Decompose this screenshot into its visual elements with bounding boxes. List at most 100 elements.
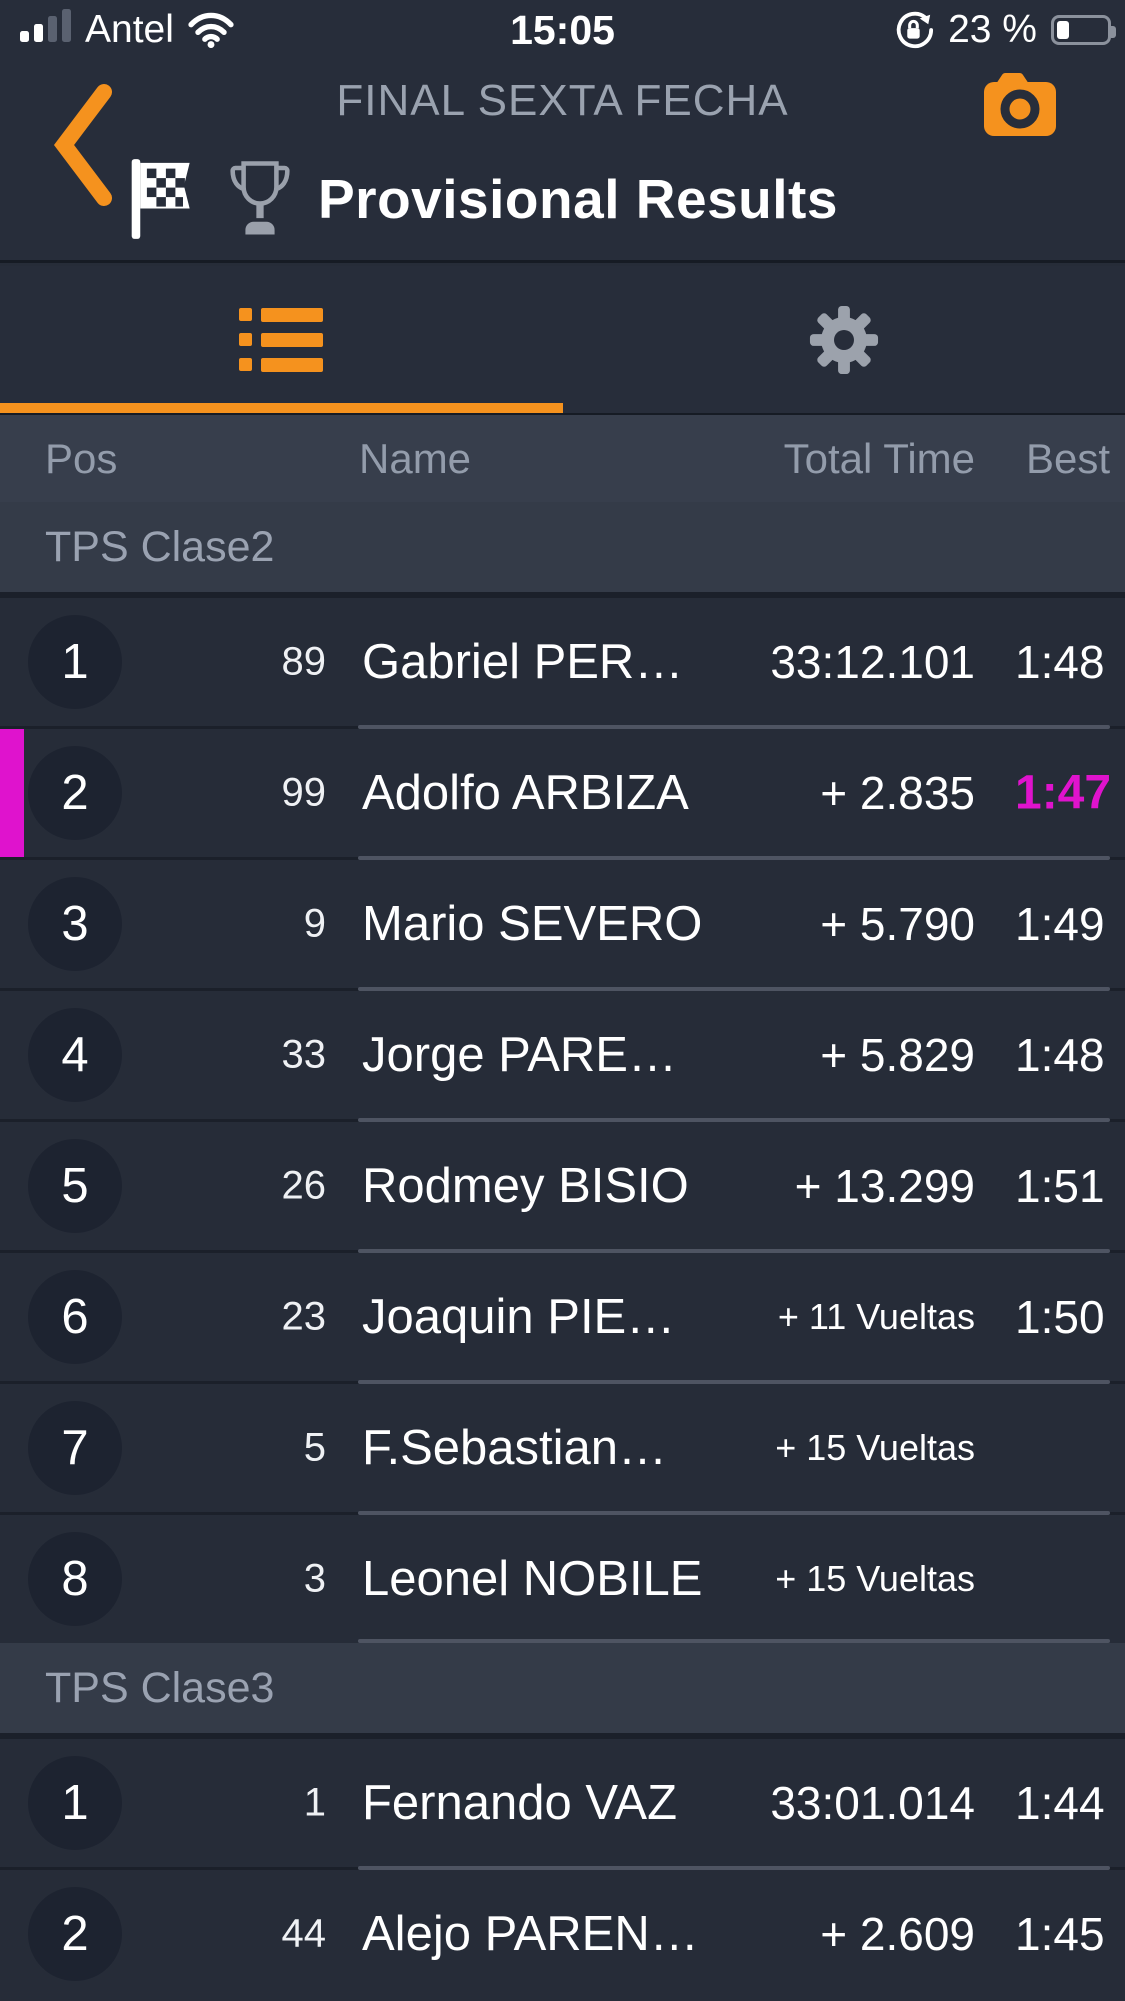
driver-name: Jorge PARE…: [362, 1028, 677, 1082]
status-bar: Antel 15:05 23 %: [0, 0, 1125, 60]
best-lap-time: 1:48: [1015, 636, 1105, 688]
clock: 15:05: [510, 6, 615, 53]
total-time: + 5.790: [820, 898, 975, 950]
position-number: 4: [61, 1028, 89, 1082]
trophy-icon: [230, 161, 290, 235]
column-header-total-time: Total Time: [783, 434, 975, 482]
total-time: + 13.299: [794, 1160, 975, 1212]
position-number: 8: [61, 1552, 89, 1606]
status-left: Antel: [20, 0, 234, 60]
total-time: 33:12.101: [770, 636, 975, 688]
table-header: Pos Name Total Time Best: [0, 415, 1125, 502]
row-divider: [358, 856, 1110, 860]
total-time: + 11 Vueltas: [777, 1296, 975, 1337]
driver-name: Leonel NOBILE: [362, 1552, 703, 1606]
total-time: 33:01.014: [770, 1777, 975, 1829]
row-divider: [358, 1249, 1110, 1253]
driver-name: Alejo PAREN…: [362, 1907, 699, 1961]
table-row[interactable]: 1 89 Gabriel PER… 33:12.101 1:48: [0, 595, 1125, 726]
best-lap-time: 1:45: [1015, 1908, 1105, 1960]
driver-name: Joaquin PIE…: [362, 1290, 676, 1344]
total-time: + 2.835: [820, 767, 975, 819]
checkered-flag-icon: [131, 159, 190, 239]
driver-name: F.Sebastian…: [362, 1421, 668, 1475]
total-time: + 15 Vueltas: [775, 1427, 975, 1468]
position-number: 3: [61, 897, 89, 951]
best-lap-time: 1:47: [1015, 766, 1112, 820]
app-header: FINAL SEXTA FECHA: [0, 60, 1125, 263]
best-lap-time: 1:44: [1015, 1777, 1105, 1829]
row-divider: [358, 1380, 1110, 1384]
battery-icon: [1051, 15, 1116, 45]
back-button[interactable]: [48, 80, 118, 210]
class-section-title: TPS Clase3: [45, 1663, 275, 1712]
row-divider: [358, 1866, 1110, 1870]
row-divider: [358, 1118, 1110, 1122]
cellular-signal-icon: [20, 9, 71, 48]
driver-name: Gabriel PER…: [362, 635, 684, 689]
car-number: 23: [281, 1294, 327, 1339]
table-row[interactable]: 8 3 Leonel NOBILE + 15 Vueltas: [0, 1511, 1125, 1643]
row-divider: [358, 725, 1110, 729]
position-badge: 1: [28, 615, 122, 709]
position-number: 2: [61, 1907, 89, 1961]
battery-percent-label: 23 %: [948, 8, 1037, 51]
column-header-pos: Pos: [45, 434, 118, 482]
results-list: TPS Clase2 1 89 Gabriel PER… 33:12.101 1…: [0, 502, 1125, 1998]
best-lap-time: 1:51: [1015, 1160, 1105, 1212]
car-number: 9: [303, 901, 326, 946]
total-time: + 2.609: [820, 1908, 975, 1960]
position-badge: 8: [28, 1532, 122, 1626]
position-number: 7: [61, 1421, 89, 1475]
row-divider: [358, 987, 1110, 991]
gear-icon: [809, 305, 878, 374]
position-number: 1: [61, 1776, 89, 1830]
position-number: 5: [61, 1159, 89, 1213]
column-header-name: Name: [359, 434, 472, 482]
position-badge: 6: [28, 1270, 122, 1364]
table-row[interactable]: 2 44 Alejo PAREN… + 2.609 1:45: [0, 1866, 1125, 1998]
position-badge: 5: [28, 1139, 122, 1233]
class-section-header: TPS Clase2: [0, 502, 1125, 595]
driver-name: Fernando VAZ: [362, 1776, 678, 1830]
column-header-best: Best: [1026, 434, 1111, 482]
driver-name: Adolfo ARBIZA: [362, 766, 689, 820]
position-number: 6: [61, 1290, 89, 1344]
results-title: Provisional Results: [318, 168, 838, 230]
class-section-title: TPS Clase2: [45, 522, 275, 571]
class-section-header: TPS Clase3: [0, 1639, 1125, 1736]
camera-button[interactable]: [980, 70, 1060, 140]
position-badge: 4: [28, 1008, 122, 1102]
highlight-bar: [0, 729, 24, 857]
position-number: 1: [61, 635, 89, 689]
position-badge: 3: [28, 877, 122, 971]
car-number: 26: [281, 1163, 327, 1208]
list-icon: [239, 307, 324, 372]
car-number: 44: [281, 1911, 327, 1956]
tab-settings[interactable]: [563, 266, 1125, 413]
position-badge: 2: [28, 1887, 122, 1981]
car-number: 99: [281, 770, 327, 815]
car-number: 5: [303, 1425, 326, 1470]
tab-results[interactable]: [0, 266, 563, 413]
table-row[interactable]: 6 23 Joaquin PIE… + 11 Vueltas 1:50: [0, 1249, 1125, 1381]
driver-name: Mario SEVERO: [362, 897, 703, 951]
tab-bar: [0, 266, 1125, 415]
best-lap-time: 1:49: [1015, 898, 1105, 950]
status-right: 23 %: [892, 0, 1116, 60]
row-divider: [358, 1639, 1110, 1643]
table-row[interactable]: 2 99 Adolfo ARBIZA + 2.835 1:47: [0, 725, 1125, 857]
car-number: 3: [303, 1556, 326, 1601]
table-row[interactable]: 1 1 Fernando VAZ 33:01.014 1:44: [0, 1736, 1125, 1867]
carrier-label: Antel: [85, 8, 174, 51]
table-row[interactable]: 3 9 Mario SEVERO + 5.790 1:49: [0, 856, 1125, 988]
page-title: FINAL SEXTA FECHA: [336, 76, 789, 125]
row-divider: [358, 1511, 1110, 1515]
position-badge: 2: [28, 746, 122, 840]
subtitle-row: Provisional Results: [126, 144, 838, 254]
car-number: 89: [281, 639, 327, 684]
table-row[interactable]: 5 26 Rodmey BISIO + 13.299 1:51: [0, 1118, 1125, 1250]
table-row[interactable]: 7 5 F.Sebastian… + 15 Vueltas: [0, 1380, 1125, 1512]
table-row[interactable]: 4 33 Jorge PARE… + 5.829 1:48: [0, 987, 1125, 1119]
